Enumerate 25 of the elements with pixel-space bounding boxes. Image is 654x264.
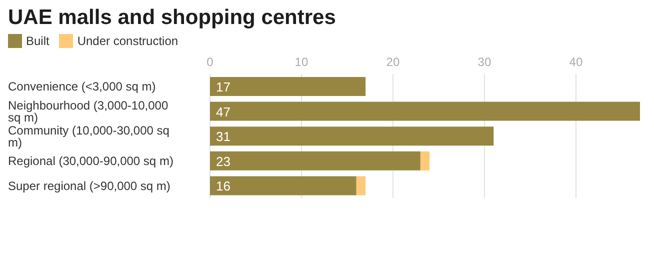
data-label: 17 <box>216 80 230 94</box>
x-tick-label: 40 <box>569 55 583 69</box>
bar <box>210 77 366 96</box>
bar <box>210 102 640 121</box>
data-label: 47 <box>216 104 230 120</box>
y-tick-label: Super regional (>90,000 sq m) <box>8 178 170 193</box>
x-tick-label: 30 <box>478 55 492 69</box>
data-label: 16 <box>216 178 230 194</box>
data-label: 31 <box>216 129 230 144</box>
x-tick-label: 10 <box>294 55 308 69</box>
y-tick-label: Regional (30,000-90,000 sq m) <box>8 154 174 168</box>
x-tick-label: 0 <box>206 55 214 69</box>
data-label: 23 <box>216 154 230 169</box>
bar <box>210 126 494 146</box>
bar <box>210 151 420 170</box>
bar <box>210 176 356 196</box>
x-tick-label: 20 <box>386 55 400 69</box>
bar <box>420 151 430 170</box>
legend-label: Under construction <box>76 34 178 48</box>
chart-title: UAE malls and shopping centres <box>8 6 337 30</box>
y-tick-label: Neighbourhood (3,000-10,000 sq m) <box>8 98 168 124</box>
y-tick-label: Community (10,000-30,000 sq m) <box>8 123 170 150</box>
y-tick-label: Convenience (<3,000 sq m) <box>8 80 156 94</box>
legend-label: Built <box>25 34 50 48</box>
bar <box>356 176 366 196</box>
